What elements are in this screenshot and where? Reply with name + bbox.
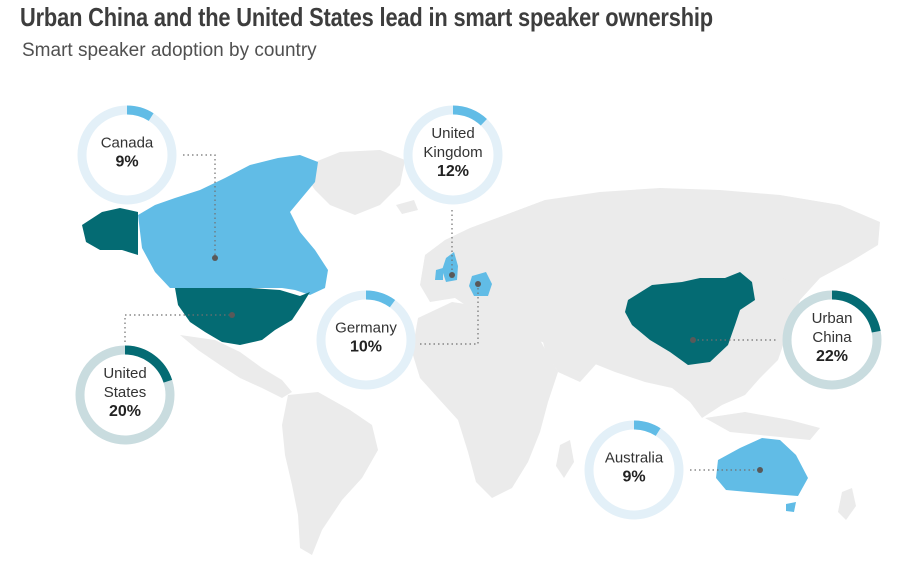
dot-urban-china [690, 337, 696, 343]
leader-lines [124, 154, 778, 471]
canada-shape [138, 155, 328, 295]
value-canada: 9% [115, 154, 138, 171]
donut-urban-china: Urban China 22% [782, 290, 882, 390]
madagascar [556, 440, 574, 478]
ring-progress-united-states [75, 345, 175, 445]
leader-canada [183, 154, 216, 258]
donut-rings: Canada 9% United Kingdom 12% Germany 10% United… [75, 105, 882, 520]
dot-australia [757, 467, 763, 473]
label-urban-china-line-2: China [812, 329, 852, 346]
alaska-shape [82, 208, 138, 255]
value-australia: 9% [622, 469, 645, 486]
arabia [540, 330, 598, 382]
dot-canada [212, 255, 218, 261]
donut-united-states: United States 20% [75, 345, 175, 445]
dot-germany [475, 281, 481, 287]
donut-canada: Canada 9% [77, 105, 177, 205]
label-united-states-line-1: United [103, 365, 146, 382]
highlighted-countries [82, 155, 808, 512]
australia-shape [716, 438, 808, 496]
new-zealand [838, 488, 856, 520]
value-germany: 10% [350, 339, 382, 356]
label-united-states-line-2: States [104, 384, 147, 401]
label-urban-china-line-1: Urban [812, 310, 853, 327]
donut-united-kingdom: United Kingdom 12% [403, 105, 503, 205]
value-united-kingdom: 12% [437, 163, 469, 180]
iceland [396, 200, 418, 214]
ring-progress-australia [584, 420, 684, 520]
location-dots [212, 255, 763, 473]
mexico-central-america [180, 335, 292, 398]
donut-germany: Germany 10% [316, 290, 416, 390]
donut-australia: Australia 9% [584, 420, 684, 520]
ring-progress-germany [316, 290, 416, 390]
label-united-kingdom-line-1: United [431, 125, 474, 142]
ring-progress-urban-china [782, 290, 882, 390]
value-united-states: 20% [109, 403, 141, 420]
china-shape [625, 272, 755, 365]
tasmania-shape [786, 502, 796, 512]
ring-progress-canada [77, 105, 177, 205]
ireland-shape [435, 268, 443, 280]
label-germany-line-1: Germany [335, 320, 397, 337]
label-united-kingdom-line-2: Kingdom [423, 144, 482, 161]
leader-germany [420, 284, 479, 345]
chart-title: Urban China and the United States lead i… [20, 2, 713, 32]
southeast-asia-islands [705, 412, 820, 440]
usa-shape [175, 288, 310, 345]
japan [770, 278, 792, 322]
south-america [282, 392, 378, 555]
dot-united-states [229, 312, 235, 318]
greenland [300, 150, 405, 215]
africa [412, 302, 558, 498]
label-australia-line-1: Australia [605, 450, 664, 467]
leader-united-states [124, 314, 232, 342]
label-canada-line-1: Canada [101, 135, 154, 152]
chart-subtitle: Smart speaker adoption by country [22, 40, 317, 61]
value-urban-china: 22% [816, 348, 848, 365]
ring-progress-united-kingdom [403, 105, 503, 205]
dot-united-kingdom [449, 272, 455, 278]
